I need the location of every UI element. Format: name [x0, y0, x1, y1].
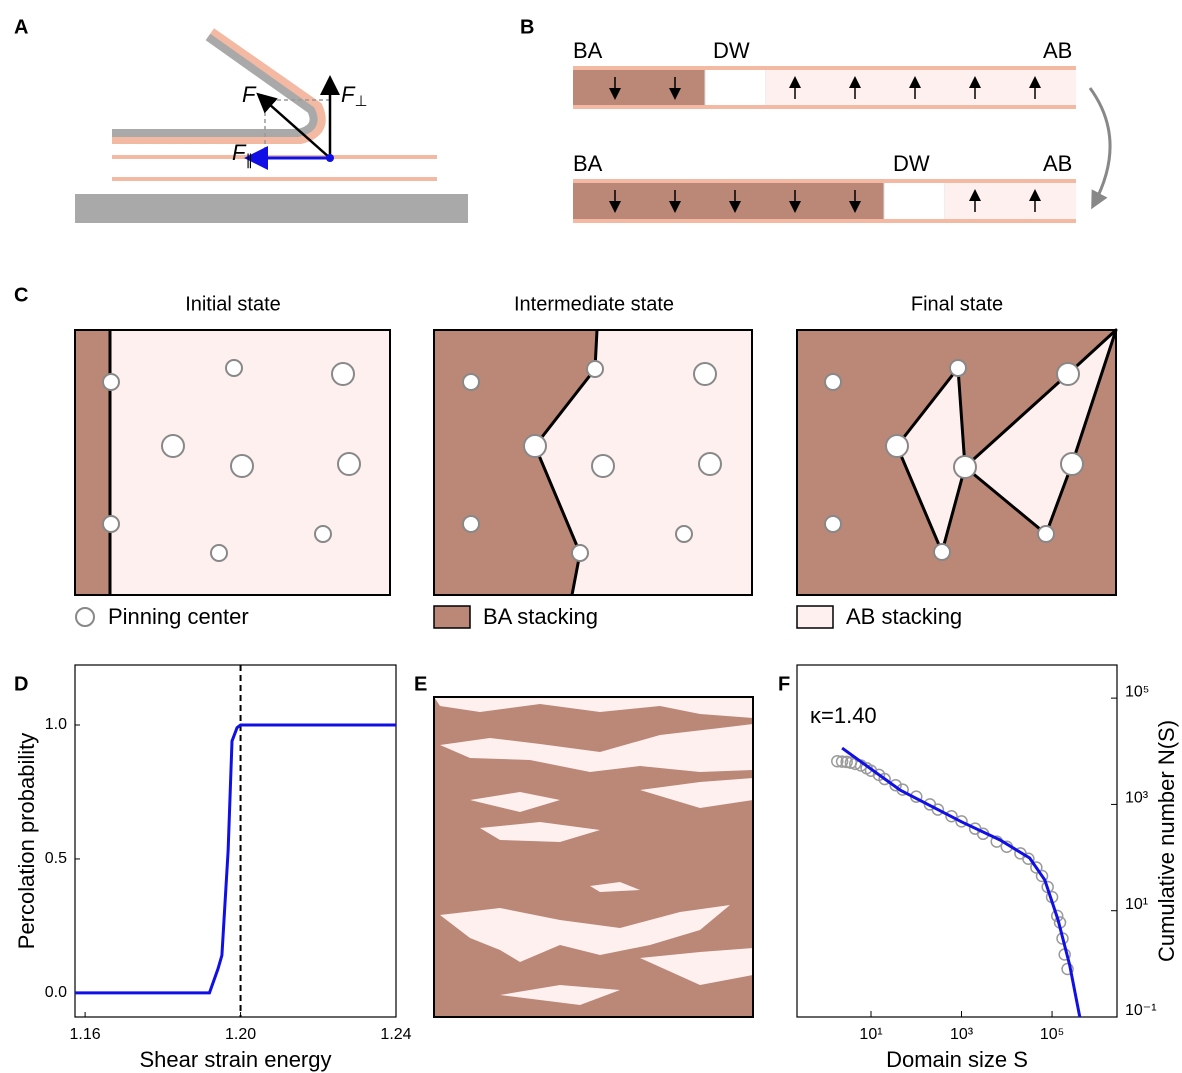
ab-region [766, 68, 1076, 107]
y-tick-label: 0.0 [45, 984, 67, 1001]
pinning-center [950, 360, 966, 376]
pinning-center [103, 516, 119, 532]
ab-label: AB [1043, 38, 1072, 63]
panel-label: C [14, 284, 28, 306]
x-axis-label: Domain size S [886, 1047, 1028, 1072]
x-tick-label: 1.20 [225, 1026, 256, 1043]
pinning-center [1038, 526, 1054, 542]
pinning-center [226, 360, 242, 376]
pinning-center [592, 455, 614, 477]
x-axis-label: Shear strain energy [140, 1047, 332, 1072]
pinning-center [332, 363, 354, 385]
pinning-center [1061, 453, 1083, 475]
panel-a: F F⊥ F∥ [75, 34, 468, 223]
figure: A B C D E F F F⊥ F∥ BA DW AB BA [0, 0, 1182, 1073]
dw-label: DW [713, 38, 750, 63]
transition-arrow [1090, 88, 1110, 204]
y-tick-label: 10⁻¹ [1125, 1002, 1157, 1019]
pinning-center [694, 363, 716, 385]
pinning-center [587, 361, 603, 377]
dw-label: DW [893, 151, 930, 176]
legend-label: Pinning center [108, 604, 249, 629]
pinning-center [162, 435, 184, 457]
pinning-center [825, 374, 841, 390]
x-tick-label: 10⁵ [1040, 1026, 1064, 1043]
panel-label: F [778, 673, 790, 695]
pinning-center [572, 545, 588, 561]
pinning-center [231, 455, 253, 477]
annotation: κ=1.40 [810, 703, 877, 728]
x-tick-label: 1.16 [70, 1026, 101, 1043]
panel-label: A [14, 16, 28, 38]
legend-swatch [434, 606, 470, 628]
pinning-center [676, 526, 692, 542]
pinning-center [338, 453, 360, 475]
state-title: Intermediate state [514, 293, 674, 315]
panel-c: Initial state Intermediate state Final s… [75, 293, 1116, 629]
pinning-center [934, 544, 950, 560]
substrate [75, 194, 468, 223]
origin [326, 154, 334, 162]
pinning-center [1057, 363, 1079, 385]
parallel-label: F∥ [232, 140, 253, 169]
ab-label: AB [1043, 151, 1072, 176]
x-tick-label: 10¹ [859, 1026, 882, 1043]
ab-region [945, 181, 1076, 220]
perp-label: F⊥ [341, 82, 368, 110]
subscript: ∥ [245, 152, 253, 169]
legend-label: BA stacking [483, 604, 598, 629]
ba-region [573, 68, 705, 107]
y-axis-label: Cumulative number N(S) [1154, 720, 1179, 962]
pinning-center [315, 526, 331, 542]
panel-e [434, 697, 753, 1017]
legend-swatch [797, 606, 833, 628]
y-tick-label: 10³ [1125, 790, 1149, 807]
pinning-center [825, 516, 841, 532]
panel-label: E [414, 673, 427, 695]
legend-swatch [76, 608, 94, 626]
y-axis-label: Percolation probability [14, 733, 39, 949]
x-tick-label: 10³ [950, 1026, 974, 1043]
legend-label: AB stacking [846, 604, 962, 629]
pinning-center [103, 374, 119, 390]
pinning-center [524, 435, 546, 457]
ba-domain [75, 330, 110, 595]
pinning-center [463, 374, 479, 390]
ba-label: BA [573, 151, 603, 176]
y-tick-label: 10⁵ [1125, 683, 1149, 700]
pinning-center [463, 516, 479, 532]
state-title: Initial state [185, 293, 281, 315]
force-label: F [242, 82, 257, 107]
plot-frame [75, 665, 396, 1017]
panel-label: B [520, 16, 534, 38]
ba-region [573, 181, 884, 220]
y-tick-label: 1.0 [45, 716, 67, 733]
domain-wall [884, 181, 945, 220]
pinning-center [954, 456, 976, 478]
percolation-curve [75, 725, 396, 993]
panel-label: D [14, 673, 28, 695]
pinning-center [211, 545, 227, 561]
subscript: ⊥ [354, 93, 367, 110]
fit-line [842, 748, 1080, 1017]
panel-b: BA DW AB BA DW AB [573, 38, 1110, 221]
y-tick-label: 10¹ [1125, 896, 1148, 913]
pinning-center [699, 453, 721, 475]
state-title: Final state [911, 293, 1003, 315]
domain-wall [705, 68, 766, 107]
pinning-center [886, 435, 908, 457]
y-tick-label: 0.5 [45, 850, 67, 867]
ba-label: BA [573, 38, 603, 63]
x-tick-label: 1.24 [380, 1026, 411, 1043]
